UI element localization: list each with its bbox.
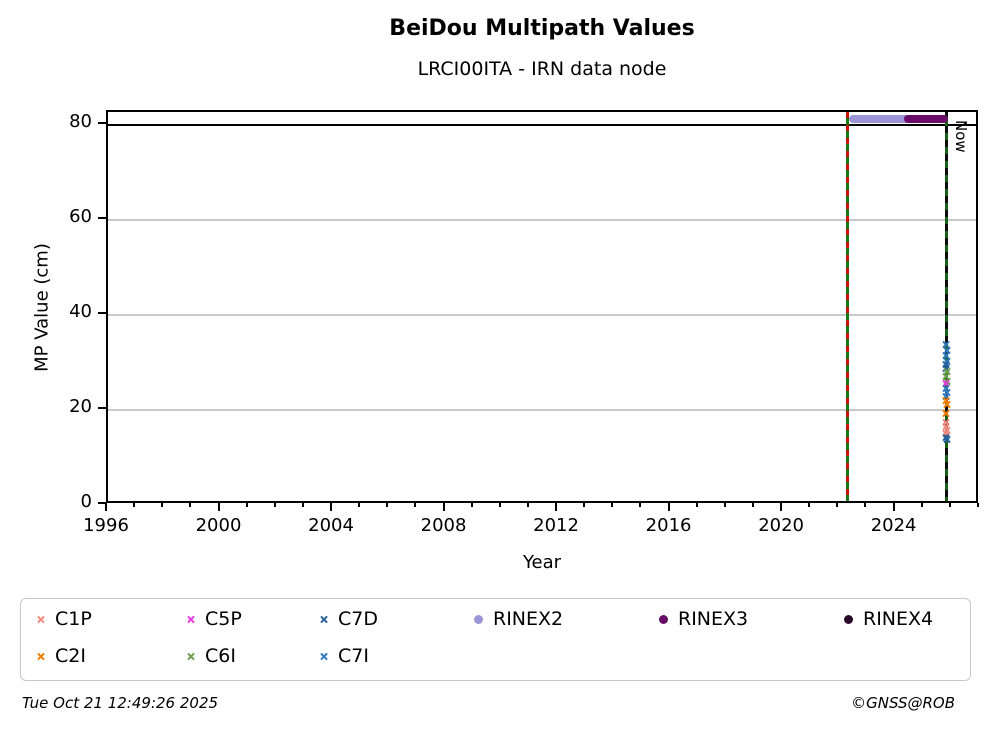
legend-box: C1P C5P C7D RINEX2 RINEX3 RINEX4 C2I C6I… [20,598,971,681]
c7i-x-marker-icon [319,652,328,661]
x-tick-major [667,503,670,511]
y-tick [98,311,106,314]
rinex2-dot-marker-icon [474,614,483,624]
x-tick-label: 2004 [308,515,354,536]
legend-label: RINEX3 [678,608,749,630]
x-tick-minor [470,503,473,507]
y-tick-label: 0 [80,491,92,512]
data-point-c7d [942,435,951,444]
legend-item-rinex2: RINEX2 [474,607,563,631]
gridline-y20 [108,409,976,411]
x-tick-minor [611,503,614,507]
data-start-line [846,112,850,501]
c6i-x-marker-icon [186,652,195,661]
plot-area: Now [106,110,978,503]
x-tick-label: 2000 [195,515,242,536]
x-tick-label: 2020 [758,515,804,536]
x-tick-label: 2016 [645,515,692,536]
x-tick-major [892,503,895,511]
x-tick-minor [273,503,276,507]
y-tick-label: 60 [69,205,92,227]
x-tick-minor [498,503,501,507]
x-tick-minor [808,503,811,507]
x-tick-minor [639,503,642,507]
x-tick-minor [414,503,417,507]
x-tick-minor [723,503,726,507]
x-tick-major [330,503,333,511]
data-point-c2i [942,400,951,409]
legend-label: C5P [205,608,242,630]
legend-label: C6I [205,645,236,667]
y-tick-label: 40 [69,300,92,322]
c5p-x-marker-icon [186,615,195,624]
chart-subtitle: LRCI00ITA - IRN data node [417,58,667,80]
x-tick-label: 2012 [533,515,579,536]
x-tick-major [555,503,558,511]
x-tick-major [780,503,783,511]
x-tick-minor [358,503,361,507]
gridline-y60 [108,219,976,221]
x-axis-label: Year [522,552,562,573]
x-tick-minor [836,503,839,507]
limit-line-80 [108,123,976,127]
x-tick-minor [245,503,248,507]
x-tick-major [442,503,445,511]
y-tick [98,406,106,409]
x-tick-minor [133,503,136,507]
y-tick [98,216,106,219]
x-tick-label: 1996 [83,515,129,536]
legend-label: C7I [338,645,369,667]
legend-item-c6i: C6I [186,644,236,668]
legend-item-c7d: C7D [319,607,378,631]
legend-label: C1P [55,608,92,630]
y-tick [98,502,106,504]
y-tick-label: 20 [69,395,92,417]
x-tick-minor [526,503,529,507]
availability-bar-rinex2 [849,114,923,123]
chart-title: BeiDou Multipath Values [389,16,695,41]
c1p-x-marker-icon [36,615,45,624]
legend-label: RINEX4 [863,608,934,630]
x-tick-minor [751,503,754,507]
x-tick-minor [948,503,951,507]
x-tick-major [105,503,107,511]
rinex3-dot-marker-icon [659,614,668,624]
x-tick-label: 2024 [870,515,917,536]
legend-label: RINEX2 [493,608,564,630]
c7d-x-marker-icon [319,615,328,624]
x-tick-minor [386,503,389,507]
legend-item-rinex3: RINEX3 [659,607,748,631]
x-tick-major [217,503,220,511]
timestamp-text: Tue Oct 21 12:49:26 2025 [22,694,219,712]
y-tick-label: 80 [69,110,92,132]
legend-label: C2I [55,645,86,667]
legend-item-c5p: C5P [186,607,242,631]
y-tick [98,121,106,124]
x-tick-minor [977,503,979,507]
copyright-text: ©GNSS@ROB [851,694,955,712]
availability-bar-rinex3 [904,114,949,123]
legend-item-rinex4: RINEX4 [844,607,933,631]
rinex4-dot-marker-icon [844,614,853,624]
x-tick-minor [583,503,586,507]
c2i-x-marker-icon [36,652,45,661]
legend-item-c7i: C7I [319,644,369,668]
now-label: Now [952,120,971,153]
x-tick-minor [301,503,304,507]
now-line [944,112,948,501]
x-tick-minor [864,503,867,507]
gridline-y40 [108,314,976,316]
x-tick-minor [161,503,164,507]
x-tick-minor [695,503,698,507]
legend-item-c2i: C2I [36,644,86,668]
legend-item-c1p: C1P [36,607,92,631]
legend-label: C7D [338,608,378,630]
x-tick-minor [189,503,192,507]
x-tick-label: 2008 [420,515,467,536]
x-tick-minor [920,503,923,507]
